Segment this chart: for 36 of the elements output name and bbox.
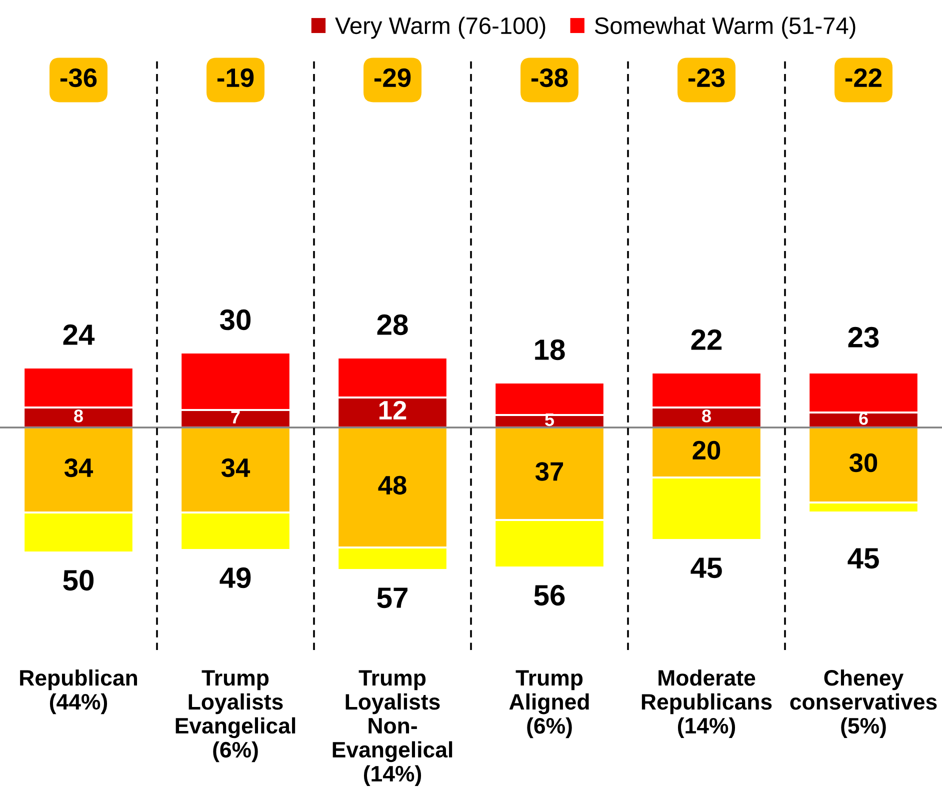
annotation: -22 xyxy=(845,68,882,87)
annotation: 48 xyxy=(378,476,406,495)
annotation: 56 xyxy=(534,584,565,606)
x-tick-label: Trump Loyalists Non- Evangelical (14%) xyxy=(332,670,452,786)
data-label: 12 xyxy=(379,400,406,420)
data-label: 8 xyxy=(74,410,83,422)
annotation: 57 xyxy=(377,588,408,608)
data-label: 7 xyxy=(231,410,240,424)
annotation: -23 xyxy=(688,68,725,88)
legend-label: Very Warm (76-100) xyxy=(335,16,546,39)
annotation: 22 xyxy=(691,329,722,350)
x-tick-label: Republican (44%) xyxy=(20,669,138,714)
x-tick-label: Moderate Republicans (14%) xyxy=(642,669,772,738)
annotation: 28 xyxy=(377,314,408,336)
annotation: 34 xyxy=(221,458,250,478)
annotation: 49 xyxy=(220,567,251,588)
annotation: 23 xyxy=(848,326,879,348)
annotation: 20 xyxy=(692,440,720,460)
annotation: -29 xyxy=(374,68,411,88)
annotation: 34 xyxy=(64,458,94,478)
annotation: -38 xyxy=(531,68,568,88)
x-tick-label: Cheney conservatives (5%) xyxy=(790,669,937,738)
annotation: 18 xyxy=(535,339,565,360)
annotation: 45 xyxy=(848,548,879,569)
x-tick-label: Trump Loyalists Evangelical (6%) xyxy=(176,670,296,762)
annotation: 50 xyxy=(63,570,94,591)
annotation: 30 xyxy=(849,453,878,472)
x-tick-label: Trump Aligned (6%) xyxy=(509,670,589,738)
data-label: 8 xyxy=(702,410,711,422)
annotation: 30 xyxy=(220,309,251,330)
annotation: -36 xyxy=(60,68,97,88)
annotation: 37 xyxy=(535,462,564,481)
annotation: 24 xyxy=(63,324,95,345)
annotation: 45 xyxy=(690,558,722,578)
annotation: -19 xyxy=(217,68,254,88)
legend-label: Somewhat Warm (51-74) xyxy=(594,16,856,39)
